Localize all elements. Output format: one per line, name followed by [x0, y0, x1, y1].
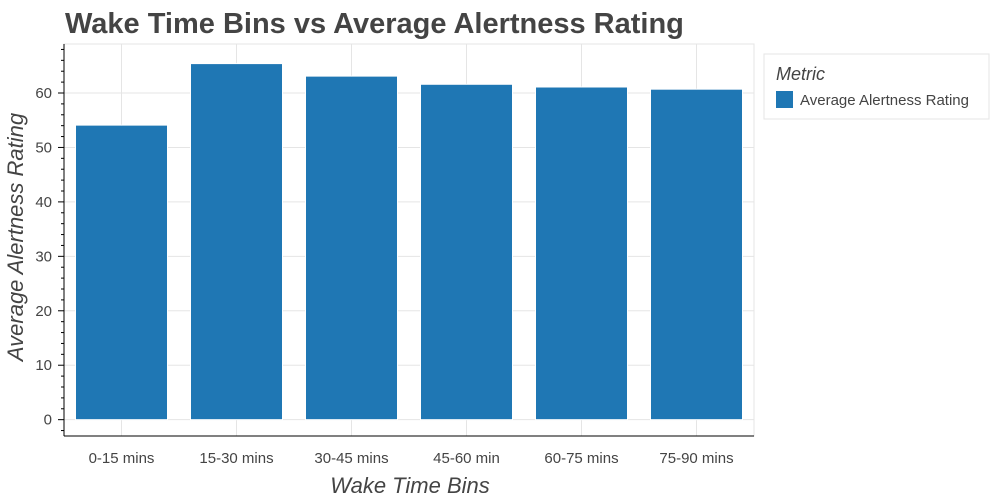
y-tick-label: 50 [35, 139, 52, 156]
x-tick-label: 75-90 mins [659, 450, 733, 467]
legend-items: Average Alertness Rating [776, 91, 969, 109]
bar [535, 86, 628, 421]
chart-title: Wake Time Bins vs Average Alertness Rati… [65, 8, 684, 40]
y-axis: 0 10 20 30 40 50 60 [35, 44, 65, 436]
x-axis: 0-15 mins 15-30 mins 30-45 mins 45-60 min 60… [64, 435, 754, 467]
y-tick-label: 10 [35, 357, 52, 374]
legend-swatch [776, 91, 793, 108]
x-tick-label: 30-45 mins [314, 450, 388, 467]
y-tick-label: 20 [35, 303, 52, 320]
y-axis-label: Average Alertness Rating [3, 112, 28, 363]
bar-series [75, 63, 743, 421]
y-tick-label: 0 [44, 412, 52, 429]
x-axis-label: Wake Time Bins [330, 473, 490, 498]
x-tick-label: 60-75 mins [544, 450, 618, 467]
legend-title: Metric [776, 64, 825, 84]
legend: Metric Average Alertness Rating [763, 53, 990, 120]
legend-label: Average Alertness Rating [800, 92, 969, 109]
bar [420, 83, 513, 421]
legend-box [763, 53, 990, 120]
bar [305, 75, 398, 421]
y-tick-label: 40 [35, 194, 52, 211]
bar [190, 63, 283, 421]
y-tick-label: 60 [35, 85, 52, 102]
y-tick-label: 30 [35, 248, 52, 265]
x-tick-label: 0-15 mins [89, 450, 155, 467]
x-tick-label: 45-60 min [433, 450, 500, 467]
x-tick-label: 15-30 mins [199, 450, 273, 467]
plot-area: 0 10 20 30 40 50 60 0-15 mins 15-30 mins 30-45 m… [35, 43, 755, 467]
bar [650, 88, 743, 421]
bar [75, 124, 168, 421]
